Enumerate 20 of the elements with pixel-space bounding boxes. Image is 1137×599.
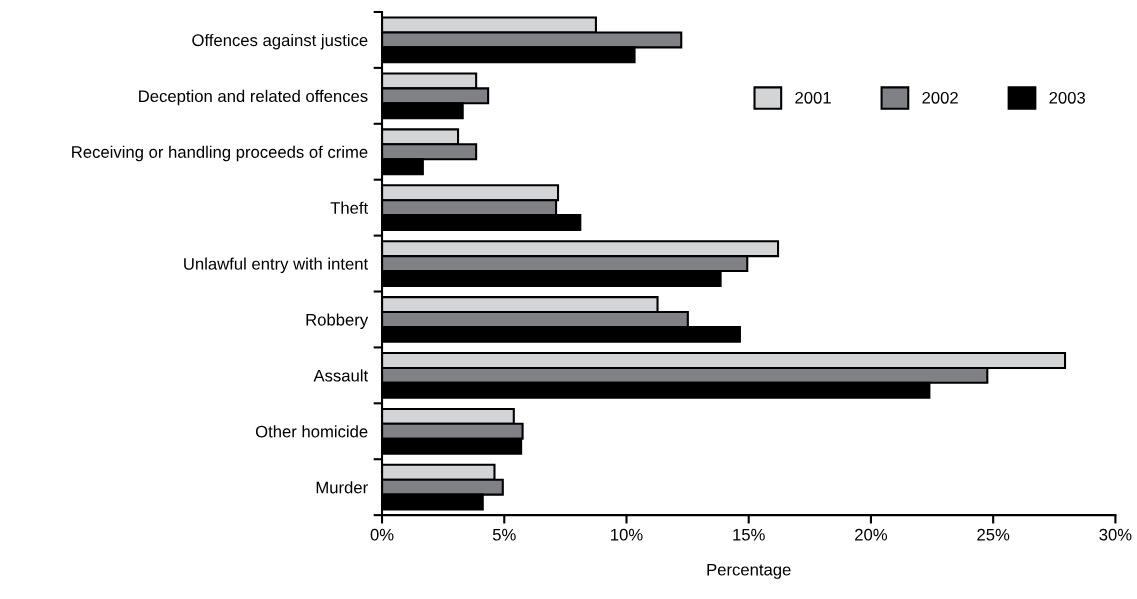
legend-label: 2001 xyxy=(795,91,831,104)
y-tick-label: Assault xyxy=(313,369,369,382)
y-tick-label: Offences against justice xyxy=(192,33,368,50)
x-tick-label: 15% xyxy=(733,528,765,541)
y-tick-label: Receiving or handling proceeds of crime xyxy=(72,145,368,162)
x-tick-label: 25% xyxy=(977,528,1010,541)
y-tick-label: Murder xyxy=(316,481,368,494)
y-tick-label: Theft xyxy=(330,201,369,214)
x-tick-label: 10% xyxy=(611,528,643,541)
legend-label: 2003 xyxy=(1049,91,1085,104)
y-tick-label: Deception and related offences xyxy=(139,89,368,106)
x-tick-label: 0% xyxy=(370,528,394,541)
x-tick-label: 30% xyxy=(1099,528,1132,541)
x-tick-label: 5% xyxy=(492,528,516,541)
x-tick-label: 20% xyxy=(855,528,888,541)
y-tick-label: Other homicide xyxy=(255,425,368,438)
y-tick-label: Unlawful entry with intent xyxy=(184,257,369,274)
legend-label: 2002 xyxy=(922,91,958,104)
x-axis-title: Percentage xyxy=(707,563,791,579)
y-tick-label: Robbery xyxy=(306,313,369,329)
